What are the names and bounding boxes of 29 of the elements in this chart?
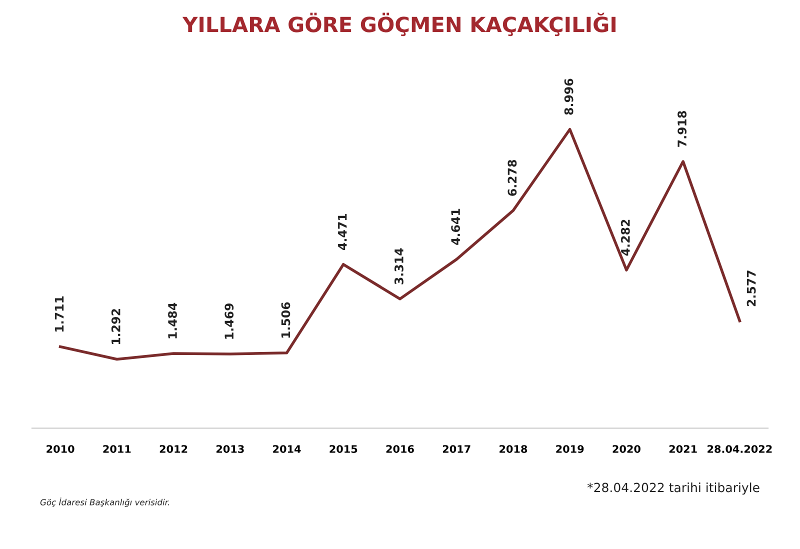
- data-label: 4.471: [338, 214, 347, 250]
- data-label: 8.996: [564, 78, 574, 115]
- x-tick-label: 2020: [612, 445, 640, 453]
- x-tick-label: 2012: [160, 445, 188, 453]
- x-tick-label: 2019: [556, 445, 584, 453]
- x-tick-label: 2010: [46, 445, 74, 453]
- x-tick-label: 2014: [273, 445, 301, 453]
- data-label: 1.506: [281, 302, 290, 338]
- data-label: 6.278: [508, 160, 517, 196]
- chart-title: YILLARA GÖRE GÖÇMEN KAÇAKÇILIĞI: [182, 12, 616, 36]
- data-label: 1.484: [168, 302, 177, 338]
- data-label: 4.641: [451, 208, 460, 245]
- data-label: 1.469: [224, 303, 234, 339]
- x-tick-label: 2018: [500, 445, 528, 453]
- text: Göç İdaresi Başkanlığı verisidir.: [40, 498, 170, 507]
- data-label: 1.292: [111, 309, 120, 344]
- x-tick-label: 2015: [330, 445, 358, 453]
- x-tick-label: 2021: [669, 445, 697, 453]
- data-label: 1.711: [54, 296, 64, 332]
- text: *28.04.2022 tarihi itibariyle: [587, 482, 760, 495]
- data-label: 2.577: [746, 270, 756, 306]
- data-label: 7.918: [678, 111, 686, 147]
- x-tick-label: 2017: [442, 445, 470, 453]
- x-tick-label: 28.04.2022: [708, 445, 772, 453]
- x-tick-label: 2013: [216, 445, 244, 453]
- x-tick-label: 2011: [103, 445, 131, 453]
- data-label: 3.314: [394, 248, 404, 284]
- data-label: 4.282: [620, 220, 630, 256]
- x-tick-label: 2016: [386, 445, 414, 453]
